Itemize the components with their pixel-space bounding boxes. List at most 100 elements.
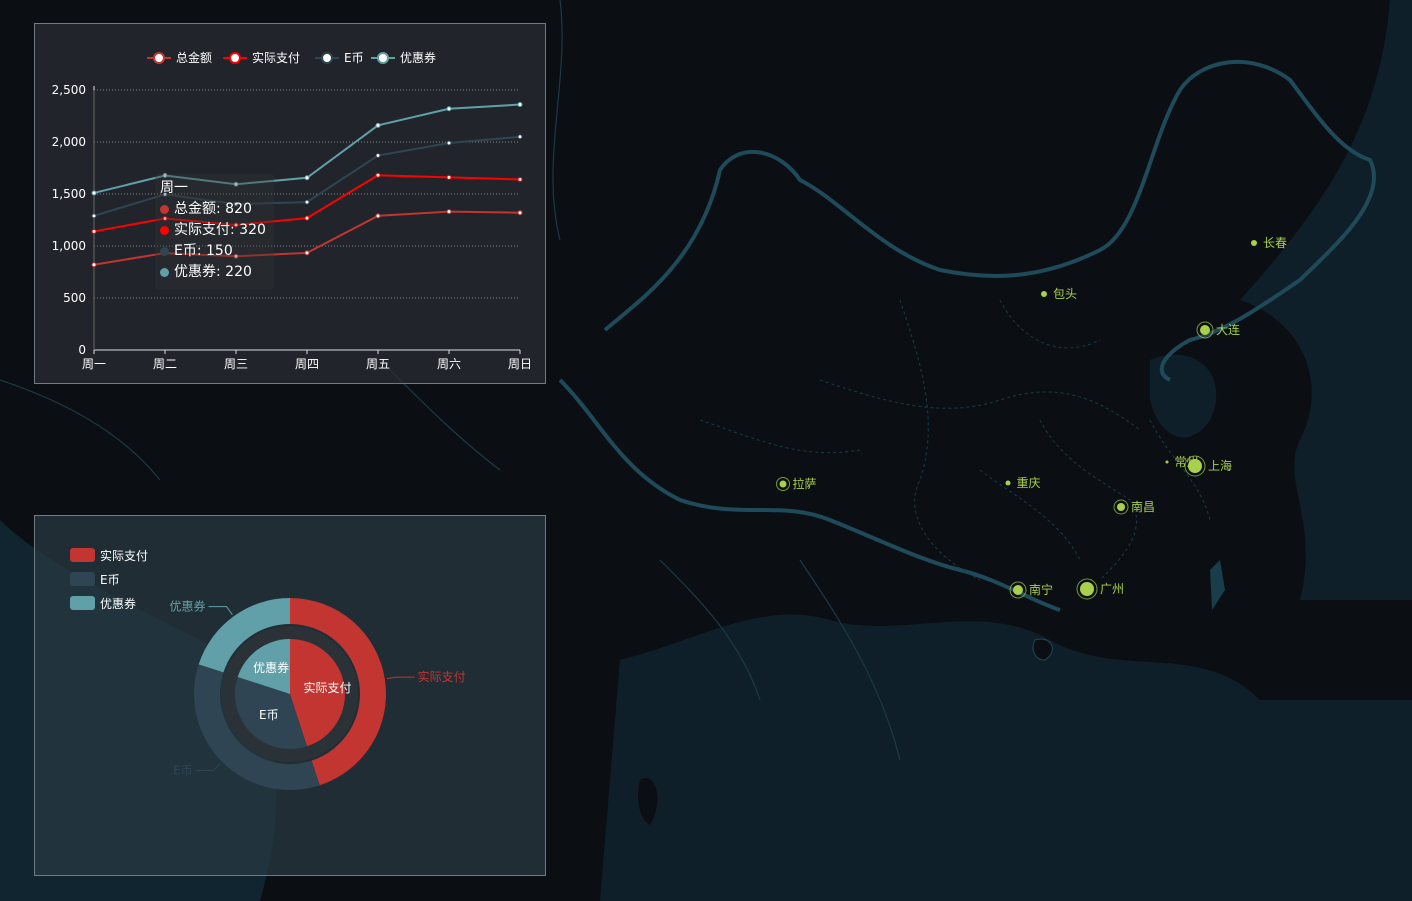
data-point[interactable] xyxy=(375,172,381,178)
data-point[interactable] xyxy=(162,172,168,178)
data-point[interactable] xyxy=(304,199,310,205)
city-label: 大连 xyxy=(1216,322,1240,337)
x-tick-label: 周一 xyxy=(82,357,106,371)
legend-swatch xyxy=(70,572,95,586)
outer-ring-slice[interactable] xyxy=(194,664,320,790)
x-tick-label: 周四 xyxy=(295,357,319,371)
sea-east xyxy=(1240,0,1412,600)
pie-legend-item[interactable]: E币 xyxy=(70,567,148,591)
city-marker[interactable] xyxy=(779,480,787,488)
legend-swatch xyxy=(70,548,95,562)
x-tick-label: 周五 xyxy=(366,357,390,371)
x-tick-label: 周二 xyxy=(153,357,177,371)
data-point[interactable] xyxy=(446,106,452,112)
data-point[interactable] xyxy=(304,250,310,256)
x-tick-label: 周三 xyxy=(224,357,248,371)
tooltip-dot xyxy=(160,226,169,235)
legend-label: 实际支付 xyxy=(252,50,300,65)
city-label: 长春 xyxy=(1263,236,1287,250)
data-point[interactable] xyxy=(517,102,523,108)
legend-item[interactable]: 实际支付 xyxy=(223,50,300,65)
city-marker[interactable] xyxy=(1165,460,1169,464)
x-tick-label: 周六 xyxy=(437,357,461,371)
city-marker[interactable] xyxy=(1041,291,1047,297)
data-point[interactable] xyxy=(517,210,523,216)
tooltip-dot xyxy=(160,247,169,256)
city-marker-ring xyxy=(1009,581,1027,599)
tooltip-row-label: E币: 150 xyxy=(174,243,233,259)
data-point[interactable] xyxy=(375,153,381,159)
data-point[interactable] xyxy=(517,176,523,182)
city-label: 南昌 xyxy=(1131,499,1155,514)
data-point[interactable] xyxy=(304,175,310,181)
city-label: 南宁 xyxy=(1029,582,1053,597)
pie-legend-item[interactable]: 优惠券 xyxy=(70,591,148,615)
legend-label: 优惠券 xyxy=(400,50,436,65)
legend-item[interactable]: E币 xyxy=(315,51,364,65)
city-marker-ring xyxy=(776,477,790,491)
y-tick-label: 0 xyxy=(78,343,86,357)
country-border-south xyxy=(558,378,1061,612)
legend-marker xyxy=(321,52,333,64)
data-point[interactable] xyxy=(91,262,97,268)
city-marker[interactable] xyxy=(1251,240,1257,246)
legend-item[interactable]: 总金额 xyxy=(147,50,212,65)
city-label: 上海 xyxy=(1208,458,1232,473)
city-marker[interactable] xyxy=(1200,325,1210,335)
tooltip-row: E币: 150 xyxy=(160,241,266,262)
data-point[interactable] xyxy=(375,122,381,128)
city-marker[interactable] xyxy=(1080,582,1094,596)
tooltip-dot xyxy=(160,268,169,277)
tooltip-row: 总金额: 820 xyxy=(160,199,266,220)
data-point[interactable] xyxy=(233,222,239,228)
data-point[interactable] xyxy=(375,213,381,219)
tooltip-row: 实际支付: 320 xyxy=(160,220,266,241)
inner-ring-slice[interactable] xyxy=(235,677,307,749)
legend-label: E币 xyxy=(344,51,364,65)
city-marker[interactable] xyxy=(1117,503,1125,511)
x-tick-label: 周日 xyxy=(508,357,532,371)
inner-slice-label: 实际支付 xyxy=(304,680,352,695)
data-point[interactable] xyxy=(91,228,97,234)
data-point[interactable] xyxy=(233,253,239,259)
data-point[interactable] xyxy=(446,174,452,180)
data-point[interactable] xyxy=(233,201,239,207)
data-point[interactable] xyxy=(91,190,97,196)
legend-marker xyxy=(153,52,165,64)
data-point[interactable] xyxy=(162,216,168,222)
tooltip-row: 优惠券: 220 xyxy=(160,262,266,283)
outer-ring-slice[interactable] xyxy=(198,598,290,673)
city-label: 包头 xyxy=(1053,287,1077,301)
data-point[interactable] xyxy=(517,134,523,140)
city-marker-ring xyxy=(1184,455,1206,477)
data-point[interactable] xyxy=(446,140,452,146)
inner-ring-slice[interactable] xyxy=(290,639,345,747)
city-marker[interactable] xyxy=(1013,585,1023,595)
city-marker[interactable] xyxy=(1005,480,1011,486)
outer-ring-slice[interactable] xyxy=(290,598,387,786)
inner-ring-slice[interactable] xyxy=(237,639,290,694)
tooltip-row-label: 总金额: 820 xyxy=(174,201,252,217)
data-point[interactable] xyxy=(162,191,168,197)
city-marker-ring xyxy=(1196,321,1214,339)
inner-slice-label: E币 xyxy=(259,708,279,722)
legend-label: 总金额 xyxy=(176,50,212,65)
y-tick-label: 2,000 xyxy=(52,135,86,149)
legend-marker xyxy=(229,52,241,64)
data-point[interactable] xyxy=(304,215,310,221)
sri-lanka-island xyxy=(638,778,658,825)
city-marker-ring xyxy=(1076,578,1098,600)
legend-label: 优惠券 xyxy=(100,596,137,611)
outer-slice-label: E币 xyxy=(173,763,193,777)
legend-label: E币 xyxy=(100,572,120,587)
data-point[interactable] xyxy=(233,181,239,187)
data-point[interactable] xyxy=(91,213,97,219)
city-marker[interactable] xyxy=(1188,459,1202,473)
data-point[interactable] xyxy=(446,209,452,215)
inner-slice-label: 优惠券 xyxy=(253,660,289,675)
legend-item[interactable]: 优惠券 xyxy=(371,50,436,65)
pie-legend-item[interactable]: 实际支付 xyxy=(70,543,148,567)
